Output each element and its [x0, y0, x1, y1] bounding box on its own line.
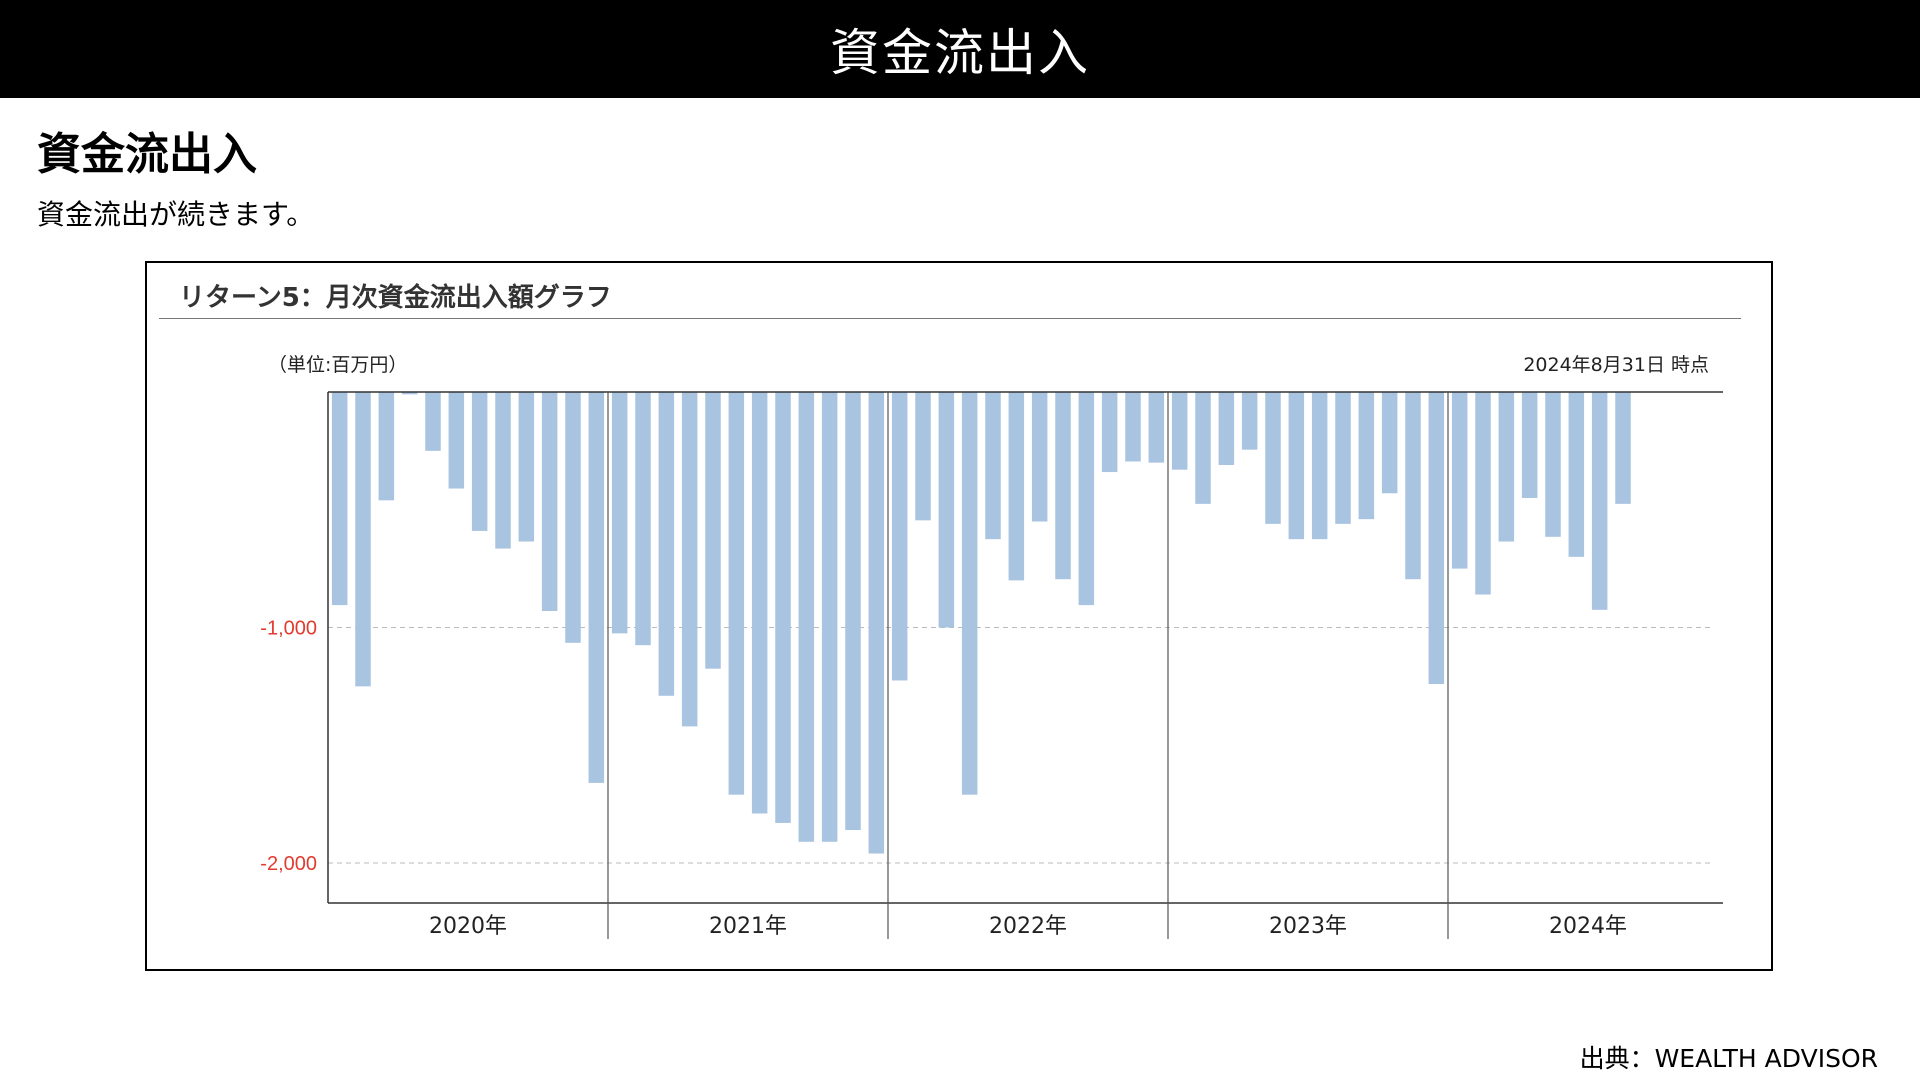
bar-47 — [1405, 392, 1421, 580]
bar-31 — [1031, 392, 1048, 522]
bar-23 — [845, 392, 861, 830]
source-credit: 出典：WEALTH ADVISOR — [1579, 1044, 1878, 1073]
bar-14 — [635, 392, 651, 646]
bar-52 — [1521, 392, 1538, 498]
bar-29 — [985, 392, 1001, 540]
bar-46 — [1381, 392, 1398, 494]
bar-45 — [1358, 392, 1375, 520]
bar-12 — [588, 392, 605, 783]
bar-26 — [915, 392, 931, 521]
bar-18 — [728, 392, 745, 795]
bar-16 — [681, 392, 698, 727]
bar-33 — [1078, 392, 1095, 606]
bar-25 — [891, 392, 908, 681]
bar-chart: -1,000 -2,000 （単位:百万円） 2024年8月31日 時点 2020年 20… — [260, 354, 1723, 939]
y-tick-label: -2,000 — [260, 853, 317, 875]
unit-label: （単位:百万円） — [268, 354, 407, 376]
bar-43 — [1311, 392, 1328, 540]
bar-55 — [1591, 392, 1608, 610]
bar-11 — [565, 392, 581, 643]
chart-title-divider — [159, 318, 1741, 319]
bar-32 — [1055, 392, 1071, 580]
bar-6 — [448, 392, 465, 489]
bar-44 — [1335, 392, 1351, 524]
bar-19 — [751, 392, 768, 814]
bar-24 — [868, 392, 885, 854]
section-heading: 資金流出入 — [37, 129, 257, 180]
bar-40 — [1241, 392, 1258, 450]
bar-50 — [1475, 392, 1491, 595]
as-of-label: 2024年8月31日 時点 — [1523, 354, 1709, 376]
bar-54 — [1568, 392, 1585, 557]
bar-9 — [518, 392, 535, 542]
bar-21 — [798, 392, 815, 842]
chart-frame: リターン5：月次資金流出入額グラフ -1,000 -2,000 （単位:百万円） 20… — [145, 261, 1773, 971]
bar-2 — [355, 392, 371, 687]
bar-36 — [1148, 392, 1165, 463]
chart-title: リターン5：月次資金流出入額グラフ — [179, 283, 612, 313]
x-year-label: 2024年 — [1549, 914, 1627, 939]
bar-10 — [541, 392, 558, 611]
bar-37 — [1171, 392, 1188, 470]
bar-39 — [1218, 392, 1235, 465]
bar-48 — [1428, 392, 1445, 684]
bar-56 — [1615, 392, 1631, 504]
x-year-label: 2023年 — [1269, 914, 1347, 939]
bar-1 — [331, 392, 348, 606]
bar-22 — [821, 392, 838, 842]
top-title-bar: 資金流出入 — [0, 0, 1920, 98]
x-year-label: 2020年 — [429, 914, 507, 939]
bar-27 — [938, 392, 955, 628]
bar-28 — [961, 392, 978, 795]
bar-17 — [705, 392, 721, 669]
bar-35 — [1125, 392, 1141, 462]
bar-8 — [495, 392, 511, 549]
bar-15 — [658, 392, 675, 696]
bar-7 — [471, 392, 488, 531]
bar-5 — [425, 392, 441, 451]
bar-34 — [1101, 392, 1118, 473]
y-tick-label: -1,000 — [260, 617, 317, 639]
section-description: 資金流出が続きます。 — [37, 198, 315, 231]
bar-30 — [1008, 392, 1025, 581]
bar-49 — [1451, 392, 1468, 569]
bar-13 — [611, 392, 628, 634]
x-year-label: 2022年 — [989, 914, 1067, 939]
top-title: 資金流出入 — [830, 24, 1090, 82]
bar-3 — [378, 392, 395, 501]
bar-53 — [1545, 392, 1561, 537]
bar-42 — [1288, 392, 1305, 540]
x-year-label: 2021年 — [709, 914, 787, 939]
bar-38 — [1195, 392, 1211, 504]
bar-4 — [401, 392, 418, 395]
bar-41 — [1265, 392, 1281, 524]
bar-20 — [775, 392, 791, 823]
bar-51 — [1498, 392, 1515, 542]
